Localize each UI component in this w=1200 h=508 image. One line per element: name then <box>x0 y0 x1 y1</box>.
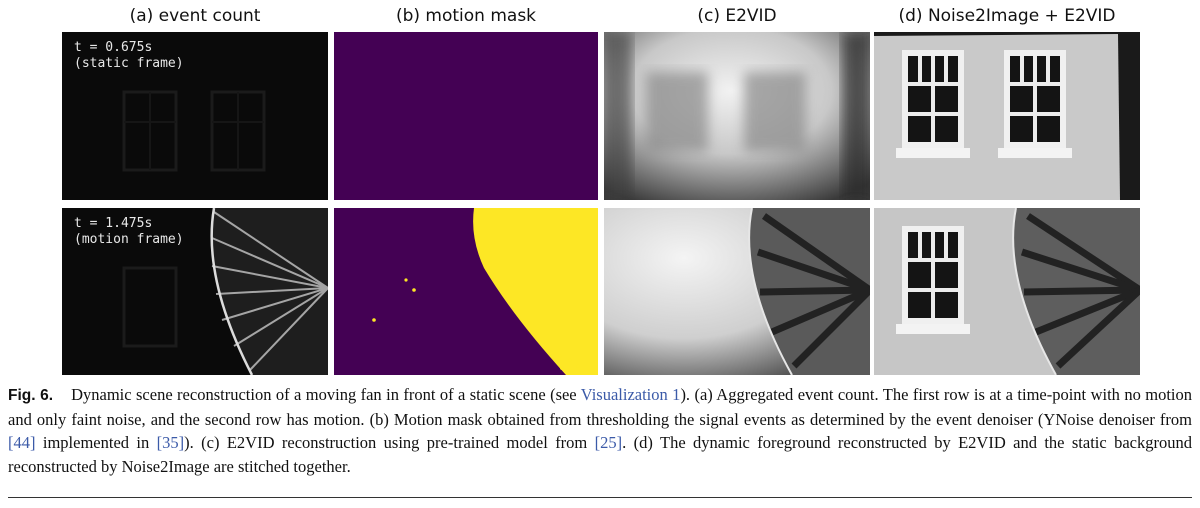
caption-text-4: ). (c) E2VID reconstruction using pre-tr… <box>184 433 595 452</box>
column-header-noise2image-e2vid: (d) Noise2Image + E2VID <box>898 6 1116 26</box>
column-header-event-count: (a) event count <box>129 6 261 26</box>
event-count-static-image <box>62 32 328 200</box>
figure-label: Fig. 6. <box>8 387 54 404</box>
bottom-rule-divider <box>8 497 1192 498</box>
e2vid-static-image <box>604 32 870 200</box>
noise2image-static-image <box>874 32 1140 200</box>
e2vid-static-panel <box>604 32 870 200</box>
reference-35-link[interactable]: [35] <box>156 433 185 452</box>
time-value-static: t = 0.675s <box>74 40 153 55</box>
reference-25-link[interactable]: [25] <box>594 433 623 452</box>
event-count-motion-image <box>62 208 328 375</box>
event-count-motion-panel: t = 1.475s (motion frame) <box>62 208 328 375</box>
e2vid-motion-image <box>604 208 870 375</box>
frame-type-static: (static frame) <box>74 56 184 71</box>
motion-mask-motion-image <box>334 208 598 375</box>
motion-mask-motion-panel <box>334 208 598 375</box>
caption-text-1: Dynamic scene reconstruction of a moving… <box>71 385 581 404</box>
motion-mask-static-panel <box>334 32 598 200</box>
reference-44-link[interactable]: [44] <box>8 433 36 452</box>
caption-text-2: ). (a) Aggregated event count. The first… <box>8 385 1192 429</box>
noise2image-static-panel <box>874 32 1140 200</box>
motion-mask-static-image <box>334 32 598 200</box>
time-value-motion: t = 1.475s <box>74 216 153 231</box>
frame-type-motion: (motion frame) <box>74 232 184 247</box>
time-label-motion: t = 1.475s (motion frame) <box>74 216 184 248</box>
column-header-motion-mask: (b) motion mask <box>395 6 537 26</box>
noise2image-motion-panel <box>874 208 1140 375</box>
time-label-static: t = 0.675s (static frame) <box>74 40 184 72</box>
noise2image-motion-image <box>874 208 1140 375</box>
e2vid-motion-panel <box>604 208 870 375</box>
event-count-static-panel: t = 0.675s (static frame) <box>62 32 328 200</box>
visualization-link[interactable]: Visualization 1 <box>580 385 681 404</box>
figure-caption: Fig. 6. Dynamic scene reconstruction of a… <box>8 383 1192 478</box>
column-header-e2vid: (c) E2VID <box>697 6 777 26</box>
caption-text-3: implemented in <box>35 433 157 452</box>
caption-text-5: . (d) The dynamic foreground reconstruct… <box>8 433 1192 476</box>
